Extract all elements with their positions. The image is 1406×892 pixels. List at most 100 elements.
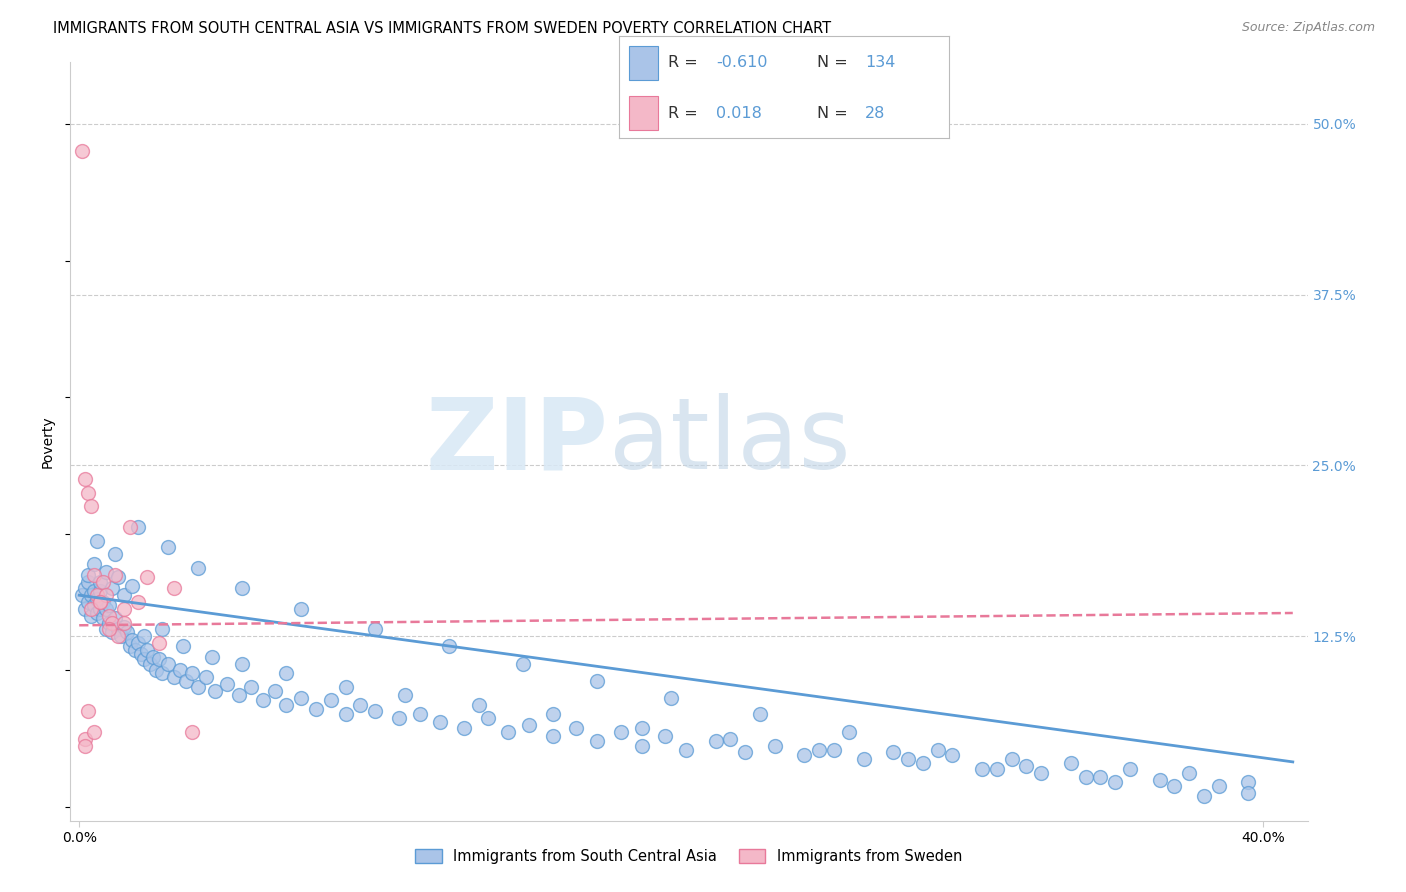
Point	[630, 739, 652, 753]
Text: ZIP: ZIP	[426, 393, 609, 490]
Point	[986, 762, 1008, 776]
Point	[394, 688, 416, 702]
Point	[541, 707, 564, 722]
Point	[429, 715, 451, 730]
Point	[156, 541, 179, 555]
Point	[231, 582, 253, 596]
Point	[112, 615, 135, 630]
Text: 0.018: 0.018	[716, 105, 762, 120]
Point	[136, 570, 159, 584]
Point	[335, 707, 357, 722]
Point	[204, 684, 226, 698]
Point	[89, 595, 111, 609]
Point	[1149, 772, 1171, 787]
Point	[675, 742, 697, 756]
Point	[80, 602, 103, 616]
Point	[172, 639, 194, 653]
Point	[127, 520, 149, 534]
Point	[91, 611, 114, 625]
Point	[610, 724, 633, 739]
Point	[75, 739, 97, 753]
Point	[104, 547, 127, 561]
Text: N =: N =	[817, 55, 848, 70]
Point	[139, 657, 162, 671]
Point	[148, 652, 170, 666]
Point	[586, 734, 609, 748]
Point	[1060, 756, 1083, 771]
Point	[187, 561, 209, 575]
Point	[169, 664, 191, 678]
Point	[118, 639, 141, 653]
Point	[1015, 759, 1038, 773]
Point	[704, 734, 727, 748]
Point	[305, 701, 328, 715]
Point	[150, 666, 173, 681]
Point	[453, 721, 475, 735]
Point	[145, 664, 167, 678]
Point	[80, 608, 103, 623]
Point	[838, 724, 860, 739]
Point	[364, 704, 387, 718]
Text: -0.610: -0.610	[716, 55, 768, 70]
Point	[335, 680, 357, 694]
Text: 28: 28	[865, 105, 886, 120]
Point	[749, 707, 772, 722]
Point	[174, 674, 197, 689]
Point	[94, 565, 117, 579]
Point	[882, 745, 904, 759]
Point	[134, 629, 156, 643]
Point	[1104, 775, 1126, 789]
Point	[187, 680, 209, 694]
Point	[107, 570, 129, 584]
Point	[1178, 765, 1201, 780]
Point	[630, 721, 652, 735]
Point	[104, 611, 127, 625]
Point	[195, 670, 218, 684]
Point	[110, 629, 132, 643]
Point	[107, 629, 129, 643]
Point	[163, 670, 186, 684]
Point	[654, 729, 676, 743]
Point	[437, 639, 460, 653]
Point	[517, 718, 540, 732]
Point	[89, 595, 111, 609]
Point	[586, 674, 609, 689]
Point	[127, 595, 149, 609]
Point	[201, 649, 224, 664]
Point	[217, 677, 239, 691]
Point	[852, 752, 875, 766]
Legend: Immigrants from South Central Asia, Immigrants from Sweden: Immigrants from South Central Asia, Immi…	[409, 844, 969, 871]
FancyBboxPatch shape	[628, 46, 658, 79]
Point	[252, 693, 274, 707]
Point	[1031, 765, 1053, 780]
Point	[121, 633, 143, 648]
Point	[659, 690, 682, 705]
Point	[263, 684, 285, 698]
Point	[734, 745, 756, 759]
Text: Source: ZipAtlas.com: Source: ZipAtlas.com	[1241, 21, 1375, 34]
Point	[1237, 775, 1260, 789]
Point	[498, 724, 520, 739]
Point	[97, 623, 120, 637]
Y-axis label: Poverty: Poverty	[41, 416, 55, 467]
Point	[100, 625, 122, 640]
Point	[1163, 780, 1185, 794]
Point	[911, 756, 934, 771]
Point	[970, 762, 993, 776]
Point	[75, 602, 97, 616]
Point	[86, 592, 108, 607]
Point	[541, 729, 564, 743]
Point	[80, 588, 103, 602]
Point	[349, 698, 371, 712]
Point	[1192, 789, 1215, 803]
Point	[1000, 752, 1022, 766]
Point	[127, 636, 149, 650]
Point	[94, 588, 117, 602]
Point	[163, 582, 186, 596]
Point	[100, 582, 122, 596]
Point	[83, 598, 105, 612]
Point	[180, 666, 202, 681]
Text: N =: N =	[817, 105, 848, 120]
Point	[156, 657, 179, 671]
Point	[77, 485, 100, 500]
